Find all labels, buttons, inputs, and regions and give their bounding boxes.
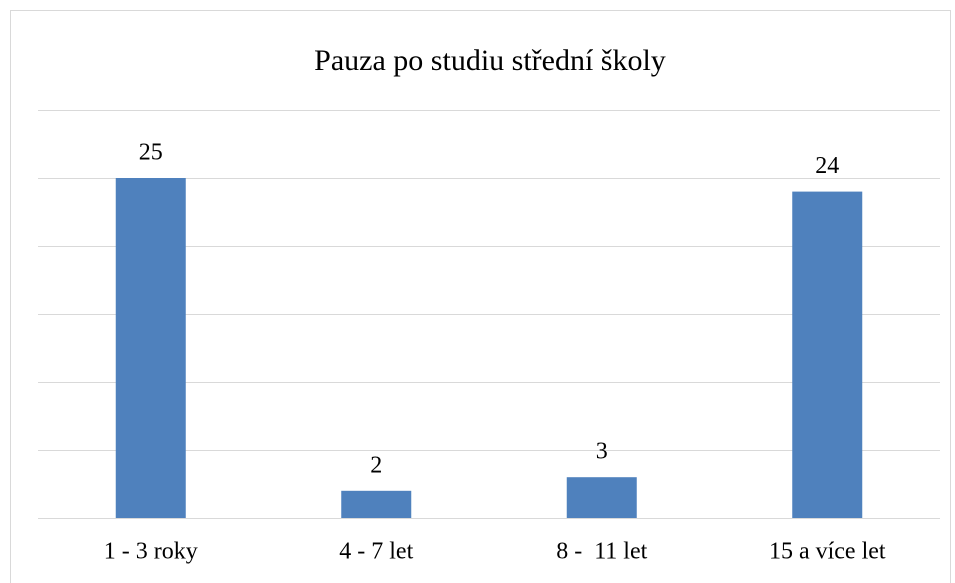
- data-label: 3: [596, 439, 608, 465]
- x-tick-label: 1 - 3 roky: [104, 539, 198, 565]
- bar: [792, 191, 863, 518]
- bar: [341, 490, 412, 518]
- x-tick-label: 4 - 7 let: [339, 539, 413, 565]
- x-tick-label: 15 a více let: [769, 539, 886, 565]
- data-label: 25: [139, 140, 163, 166]
- chart-title: Pauza po studiu střední školy: [314, 44, 666, 77]
- bar: [115, 178, 186, 518]
- data-label: 24: [815, 153, 839, 179]
- bar: [566, 477, 637, 518]
- x-tick-label: 8 - 11 let: [556, 539, 647, 565]
- data-label: 2: [370, 452, 382, 478]
